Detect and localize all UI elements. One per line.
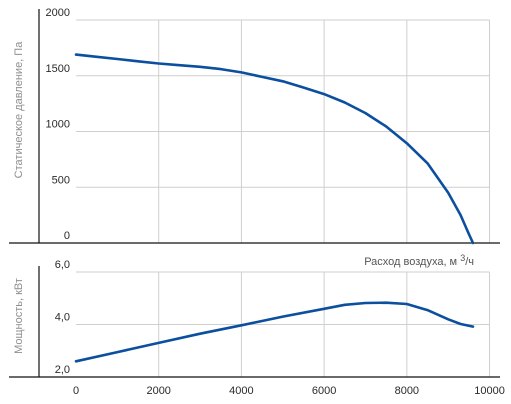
top-y-tick-label: 2000 bbox=[46, 7, 70, 19]
x-tick-label: 8000 bbox=[395, 385, 419, 397]
bottom-y-tick-label: 6,0 bbox=[55, 259, 70, 271]
x-tick-label: 6000 bbox=[312, 385, 336, 397]
bottom-y-tick-label: 4,0 bbox=[55, 312, 70, 324]
power-curve bbox=[74, 301, 475, 363]
top-y-tick-label: 1500 bbox=[46, 63, 70, 75]
top-y-tick-label: 1000 bbox=[46, 119, 70, 131]
x-tick-label: 4000 bbox=[229, 385, 253, 397]
airflow-axis-label: Расход воздуха, м 3/ч bbox=[364, 253, 474, 268]
pressure-axis-label: Статическое давление, Па bbox=[13, 41, 25, 179]
x-tick-label: 2000 bbox=[146, 385, 170, 397]
power-axis-label: Мощность, кВт bbox=[13, 278, 25, 354]
pressure-curve bbox=[74, 53, 475, 245]
x-tick-label: 10000 bbox=[474, 385, 505, 397]
pressure-panel: 0 500 1000 1500 2000 Статическое давление, Па… bbox=[9, 7, 500, 268]
power-panel: 2,0 4,0 6,0 0 2000 4000 6000 8000 10000 Мощность,… bbox=[9, 259, 505, 397]
x-tick-label: 0 bbox=[73, 385, 79, 397]
bottom-y-tick-label: 2,0 bbox=[55, 364, 70, 376]
top-y-tick-label: 500 bbox=[52, 174, 70, 186]
top-y-tick-label: 0 bbox=[64, 230, 70, 242]
